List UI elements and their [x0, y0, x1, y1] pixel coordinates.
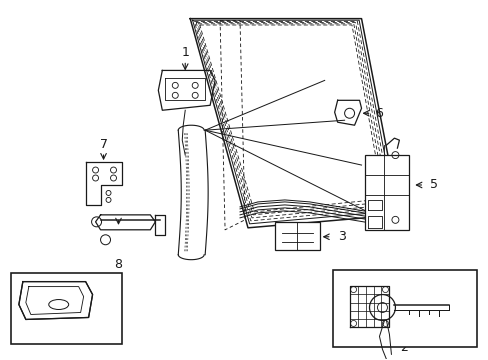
Bar [11, 273, 122, 345]
Bar [274, 222, 319, 250]
Text: 5: 5 [429, 179, 437, 192]
Bar [364, 155, 408, 230]
Text: 4: 4 [61, 333, 69, 346]
Polygon shape [19, 282, 92, 319]
Bar [332, 270, 476, 347]
Text: 1: 1 [181, 46, 189, 59]
Text: 7: 7 [100, 138, 107, 150]
Text: 2: 2 [400, 341, 407, 354]
Text: 8: 8 [114, 258, 122, 271]
Text: 6: 6 [375, 107, 383, 120]
Text: 3: 3 [337, 230, 345, 243]
